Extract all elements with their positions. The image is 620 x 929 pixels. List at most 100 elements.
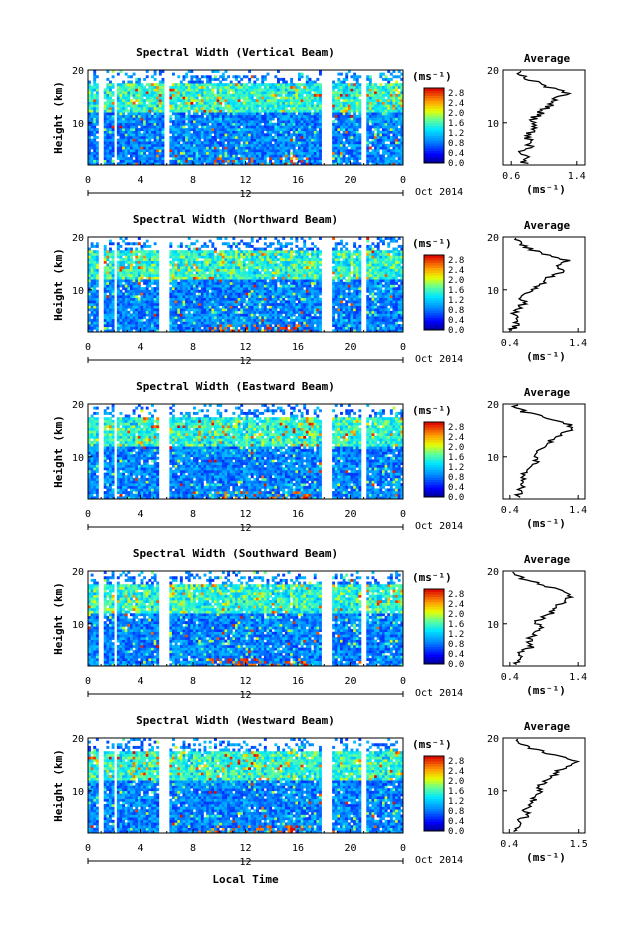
heatmap-cell xyxy=(389,72,393,76)
heatmap-cell xyxy=(130,120,133,124)
heatmap-cell xyxy=(366,310,370,314)
heatmap-cell xyxy=(137,318,141,322)
heatmap-cell xyxy=(103,149,107,153)
heatmap-cell xyxy=(269,138,273,142)
heatmap-cell xyxy=(143,133,147,137)
heatmap-cell xyxy=(350,99,354,102)
heatmap-cell xyxy=(106,109,110,113)
heatmap-cell xyxy=(340,128,343,131)
heatmap-cell xyxy=(256,96,259,100)
heatmap-cell xyxy=(340,141,343,145)
heatmap-cell xyxy=(137,130,141,134)
heatmap-cell xyxy=(371,162,375,166)
heatmap-cell xyxy=(387,117,391,121)
heatmap-cell xyxy=(232,109,236,113)
heatmap-cell xyxy=(384,93,388,97)
heatmap-cell xyxy=(366,141,370,145)
heatmap-cell xyxy=(237,125,241,129)
heatmap-cell xyxy=(221,146,225,150)
colorbar-segment xyxy=(424,150,444,154)
heatmap-cell xyxy=(313,96,317,100)
heatmap-cell xyxy=(190,159,194,163)
heatmap-cell xyxy=(227,157,231,161)
heatmap-cell xyxy=(353,122,357,126)
heatmap-cell xyxy=(376,135,380,139)
heatmap-cell xyxy=(374,297,378,301)
heatmap-cell xyxy=(135,326,139,330)
heatmap-cell xyxy=(271,106,275,110)
heatmap-cell xyxy=(190,329,194,333)
heatmap-cell xyxy=(389,151,393,155)
heatmap-cell xyxy=(284,130,288,134)
heatmap-cell xyxy=(358,122,362,126)
heatmap-cell xyxy=(295,117,299,121)
heatmap-cell xyxy=(282,159,286,163)
heatmap-cell xyxy=(161,117,165,121)
heatmap-cell xyxy=(221,295,225,298)
heatmap-cell xyxy=(193,112,196,116)
heatmap-cell xyxy=(135,88,139,92)
heatmap-cell xyxy=(298,109,301,113)
heatmap-cell xyxy=(135,308,139,312)
heatmap-cell xyxy=(334,93,338,97)
heatmap-cell xyxy=(253,112,257,116)
heatmap-cell xyxy=(258,96,262,100)
heatmap-cell xyxy=(287,83,291,87)
heatmap-cell xyxy=(392,128,396,131)
heatmap-cell xyxy=(387,101,391,105)
heatmap-cell xyxy=(337,151,341,155)
heatmap-cell xyxy=(274,151,278,155)
heatmap-cell xyxy=(374,305,378,309)
heatmap-cell xyxy=(174,292,178,296)
heatmap-cell xyxy=(237,83,241,87)
heatmap-cell xyxy=(224,143,228,147)
heatmap-cell xyxy=(153,72,157,76)
heatmap-cell xyxy=(337,133,341,137)
heatmap-cell xyxy=(266,310,270,314)
heatmap-cell xyxy=(219,83,223,87)
heatmap-cell xyxy=(240,300,244,304)
heatmap-cell xyxy=(161,88,165,92)
heatmap-cell xyxy=(195,75,199,79)
heatmap-cell xyxy=(219,109,223,113)
heatmap-cell xyxy=(295,128,299,131)
heatmap-cell xyxy=(350,149,354,153)
heatmap-cell xyxy=(342,117,346,121)
heatmap-cell xyxy=(316,300,320,304)
heatmap-cell xyxy=(358,310,362,314)
heatmap-cell xyxy=(148,326,152,330)
heatmap-cell xyxy=(371,135,375,139)
heatmap-cell xyxy=(303,133,307,137)
heatmap-cell xyxy=(122,297,126,301)
heatmap-cell xyxy=(284,313,288,317)
heatmap-cell xyxy=(395,302,399,306)
heatmap-cell xyxy=(279,101,283,105)
heatmap-cell xyxy=(187,316,191,320)
heatmap-cell xyxy=(319,300,322,304)
heatmap-cell xyxy=(93,70,97,73)
heatmap-cell xyxy=(221,292,225,296)
heatmap-cell xyxy=(263,101,267,105)
heatmap-cell xyxy=(235,149,238,153)
heatmap-cell xyxy=(387,122,391,126)
heatmap-cell xyxy=(290,80,294,84)
heatmap-cell xyxy=(334,104,338,108)
heatmap-cell xyxy=(127,125,131,129)
heatmap-cell xyxy=(366,295,370,298)
heatmap-cell xyxy=(145,138,149,142)
heatmap-cell xyxy=(179,329,183,333)
heatmap-cell xyxy=(382,96,385,100)
heatmap-cell xyxy=(237,80,241,84)
heatmap-cell xyxy=(156,302,160,306)
heatmap-cell xyxy=(319,138,322,142)
heatmap-cell xyxy=(206,122,210,126)
heatmap-cell xyxy=(148,99,152,102)
heatmap-cell xyxy=(137,120,141,124)
heatmap-cell xyxy=(227,149,231,153)
heatmap-cell xyxy=(305,305,309,309)
heatmap-cell xyxy=(127,120,131,124)
heatmap-cell xyxy=(111,85,115,89)
heatmap-cell xyxy=(185,143,189,147)
heatmap-cell xyxy=(274,300,278,304)
heatmap-cell xyxy=(224,91,228,95)
